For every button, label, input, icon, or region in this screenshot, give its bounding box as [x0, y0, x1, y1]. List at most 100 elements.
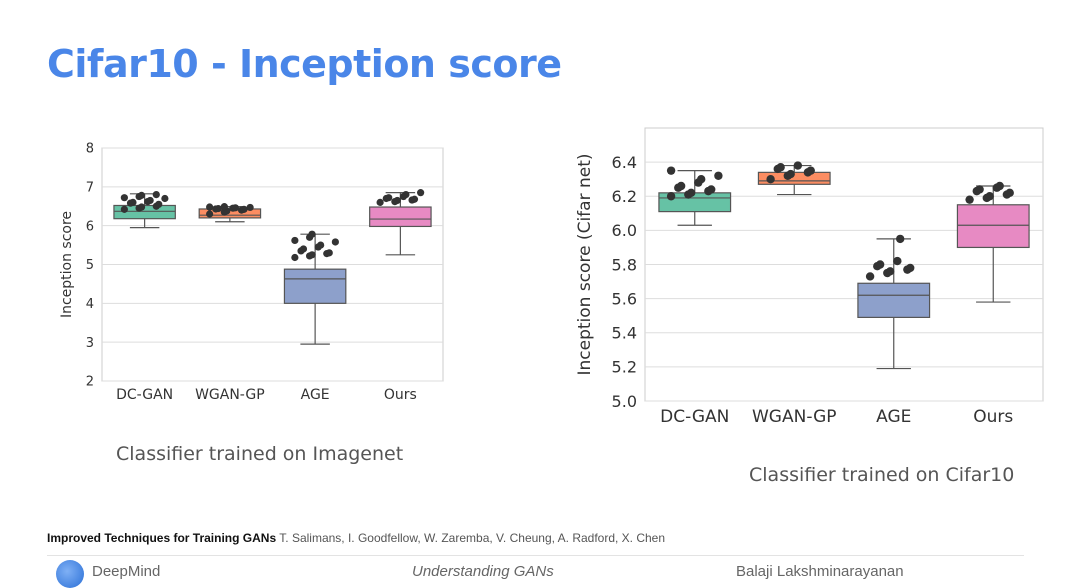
swarm-point	[410, 195, 419, 203]
swarm-point	[793, 161, 803, 170]
swarm-point	[666, 192, 676, 201]
swarm-point	[895, 234, 905, 244]
swarm-point	[299, 245, 308, 253]
citation: Improved Techniques for Training GANs T.…	[47, 531, 665, 545]
citation-paper-title: Improved Techniques for Training GANs	[47, 531, 277, 545]
swarm-point	[1005, 188, 1014, 198]
swarm-point	[129, 198, 137, 206]
swarm-point	[385, 194, 393, 202]
x-tick-label: Ours	[973, 407, 1013, 427]
swarm-point	[985, 192, 994, 201]
y-tick-label: 7	[86, 181, 94, 196]
swarm-point	[146, 196, 154, 205]
box-body	[283, 268, 347, 304]
y-tick-label: 8	[86, 142, 94, 157]
swarm-point	[975, 185, 984, 194]
caption-cifar10: Classifier trained on Cifar10	[749, 464, 1015, 486]
box-group	[956, 181, 1030, 303]
swarm-point	[308, 251, 316, 259]
y-tick-label: 6	[86, 219, 94, 234]
swarm-point	[806, 166, 815, 175]
x-tick-label: AGE	[876, 407, 911, 427]
box-body	[369, 206, 432, 228]
y-tick-label: 2	[86, 375, 94, 390]
swarm-point	[206, 210, 214, 218]
x-tick-label: AGE	[301, 387, 330, 403]
box-group	[757, 161, 831, 196]
x-tick-label: DC-GAN	[660, 407, 729, 427]
chart-imagenet: 2 3 4 5 6 7 8 Inception score DC-GAN WGAN-GP AGE Ou…	[59, 142, 444, 403]
swarm-point	[707, 185, 716, 194]
swarm-point	[155, 200, 163, 208]
swarm-point	[786, 169, 795, 179]
swarm-point	[906, 263, 915, 273]
footer-divider	[47, 555, 1024, 556]
swarm-point	[331, 238, 339, 246]
box-body	[857, 282, 931, 318]
y-tick-label: 5.4	[612, 324, 637, 343]
swarm-point	[995, 181, 1004, 191]
caption-imagenet: Classifier trained on Imagenet	[116, 443, 404, 465]
box-group	[857, 234, 931, 370]
y-axis-label: Inception score	[59, 211, 75, 318]
swarm-point	[875, 260, 885, 269]
x-tick-label: Ours	[384, 387, 417, 403]
swarm-point	[137, 191, 146, 199]
swarm-point	[308, 230, 316, 238]
swarm-point	[120, 194, 128, 202]
y-axis-label: Inception score (Cifar net)	[575, 154, 595, 376]
swarm-point	[885, 267, 895, 276]
footer-brand: DeepMind	[92, 563, 161, 580]
box-group	[283, 230, 347, 345]
swarm-point	[220, 203, 228, 211]
swarm-point	[393, 196, 401, 205]
swarm-point	[240, 205, 248, 213]
swarm-point	[776, 163, 785, 172]
chart-cifar-net: 5.0 5.2 5.4 5.6 5.8 6.0 6.2 6.4 Inception score …	[575, 127, 1044, 427]
swarm-point	[231, 204, 239, 212]
swarm-point	[291, 253, 299, 262]
box-body	[956, 204, 1030, 249]
swarm-point	[402, 191, 410, 199]
swarm-point	[865, 272, 875, 281]
swarm-point	[417, 189, 425, 197]
swarm-point	[376, 198, 384, 206]
y-tick-label: 6.4	[612, 153, 637, 172]
y-tick-label: 6.2	[612, 187, 637, 206]
swarm-point	[137, 203, 146, 211]
swarm-point	[317, 241, 325, 249]
swarm-point	[325, 249, 333, 257]
swarm-point	[696, 174, 706, 184]
y-tick-label: 6.0	[612, 221, 637, 240]
y-tick-label: 3	[86, 336, 94, 351]
x-tick-label: WGAN-GP	[195, 387, 265, 403]
box-group	[369, 189, 432, 256]
footer-talk-title: Understanding GANs	[412, 563, 554, 580]
box-group	[113, 191, 176, 229]
swarm-point	[965, 195, 974, 204]
footer-speaker: Balaji Lakshminarayanan	[736, 563, 904, 580]
box-group	[658, 166, 732, 226]
y-tick-label: 5	[86, 258, 94, 273]
swarm-point	[120, 205, 128, 213]
swarm-point	[152, 191, 160, 199]
x-tick-label: DC-GAN	[116, 387, 173, 403]
swarm-point	[686, 188, 696, 198]
swarm-point	[714, 171, 723, 180]
swarm-point	[214, 204, 222, 213]
slide-title: Cifar10 - Inception score	[47, 42, 562, 86]
y-tick-label: 5.6	[612, 289, 637, 308]
x-tick-label: WGAN-GP	[752, 407, 837, 427]
citation-authors: T. Salimans, I. Goodfellow, W. Zaremba, …	[279, 531, 666, 545]
swarm-point	[206, 203, 214, 211]
swarm-point	[246, 203, 254, 212]
box-group	[198, 203, 262, 223]
swarm-point	[161, 194, 169, 203]
swarm-point	[676, 181, 686, 191]
swarm-point	[291, 236, 299, 245]
swarm-point	[893, 256, 902, 266]
y-tick-label: 4	[86, 297, 94, 312]
y-tick-label: 5.2	[612, 358, 637, 377]
swarm-point	[666, 166, 676, 175]
y-tick-label: 5.0	[612, 392, 637, 411]
